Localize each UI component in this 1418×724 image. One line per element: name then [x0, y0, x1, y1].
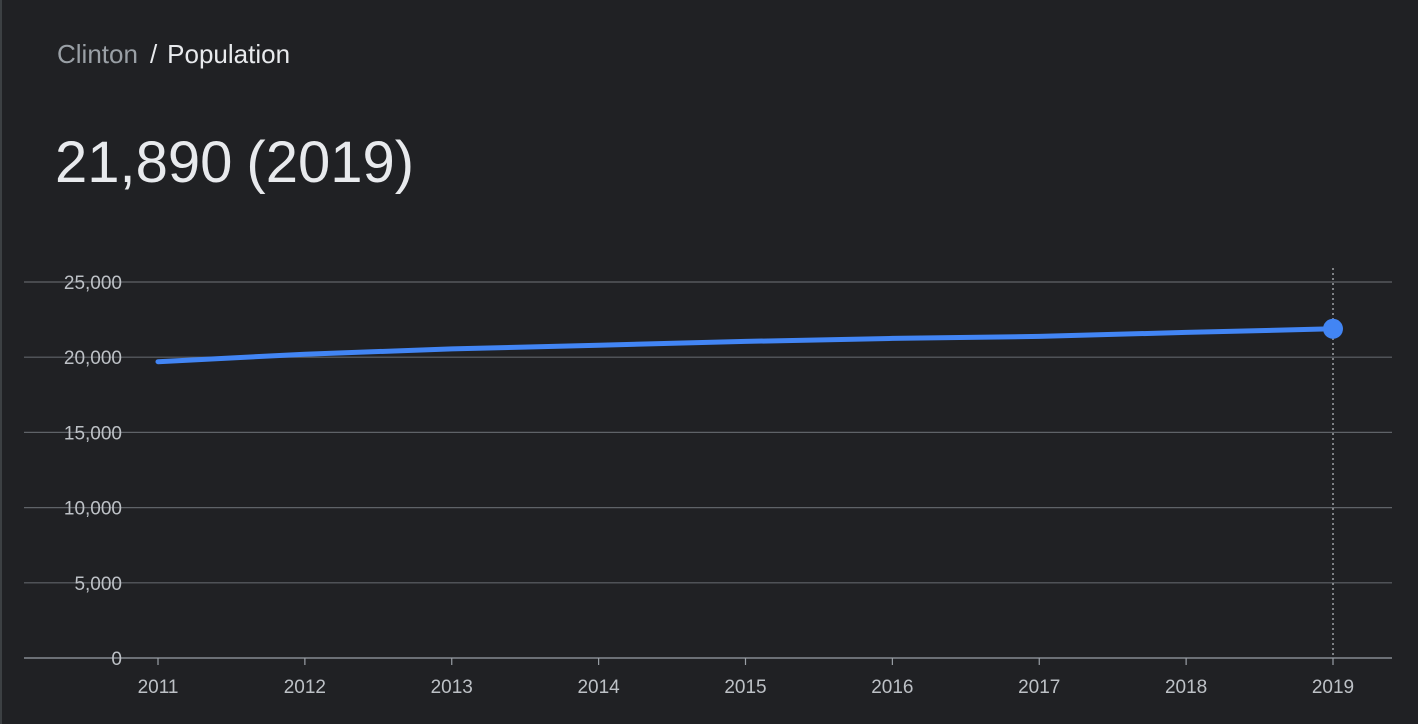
x-tick-label: 2018	[1165, 677, 1207, 698]
breadcrumb-current: Population	[167, 39, 291, 69]
headline-value: 21,890	[55, 130, 233, 195]
y-tick-label: 25,000	[64, 273, 122, 294]
breadcrumb: Clinton / Population	[57, 38, 290, 70]
y-tick-label: 20,000	[64, 348, 122, 369]
x-tick-label: 2017	[1018, 677, 1060, 698]
population-series-line	[155, 326, 1336, 365]
headline-year: (2019)	[246, 130, 415, 195]
headline-stat: 21,890 (2019)	[55, 128, 414, 198]
panel-left-border	[0, 0, 2, 724]
x-tick-label: 2012	[284, 677, 326, 698]
x-tick-label: 2014	[577, 677, 620, 698]
x-tick-label: 2013	[431, 677, 473, 698]
x-tick-label: 2016	[871, 677, 913, 698]
breadcrumb-separator: /	[149, 39, 158, 69]
x-tick-label: 2015	[724, 677, 766, 698]
x-tick-label: 2011	[138, 677, 179, 698]
breadcrumb-parent-link[interactable]: Clinton	[57, 39, 138, 69]
y-tick-label: 15,000	[64, 423, 122, 444]
highlight-point[interactable]	[1323, 318, 1343, 339]
y-tick-label: 0	[111, 649, 122, 670]
x-tick-label: 2019	[1312, 677, 1354, 698]
y-tick-label: 10,000	[64, 499, 122, 520]
y-tick-label: 5,000	[74, 574, 122, 595]
